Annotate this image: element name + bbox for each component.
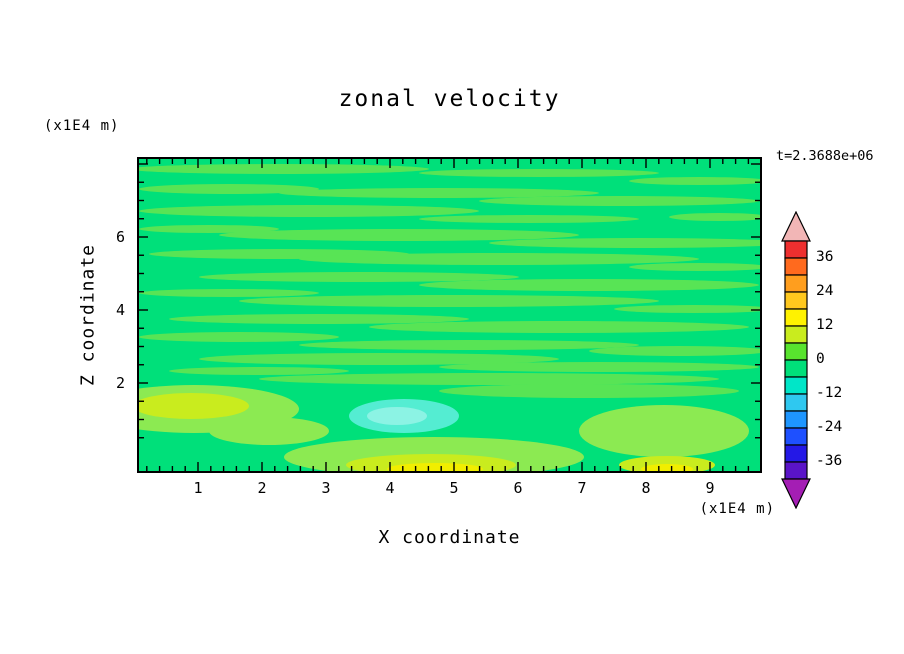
colorbar-label: 0 xyxy=(816,351,825,367)
x-axis-unit: (x1E4 m) xyxy=(699,501,775,517)
x-tick-label: 6 xyxy=(513,479,523,497)
y-axis-unit: (x1E4 m) xyxy=(44,118,120,134)
colorbar-label: 36 xyxy=(816,249,834,265)
y-tick-label: 6 xyxy=(115,228,125,246)
plot-ticks xyxy=(139,159,760,471)
x-tick-label: 8 xyxy=(641,479,651,497)
colorbar-label: 24 xyxy=(816,283,834,299)
x-tick-label: 1 xyxy=(193,479,203,497)
timestamp-label: t=2.3688e+06 xyxy=(776,148,874,164)
x-tick-label: 4 xyxy=(385,479,395,497)
contour-plot xyxy=(137,157,762,473)
colorbar-label: -36 xyxy=(816,453,843,469)
colorbar-label: 12 xyxy=(816,317,834,333)
x-tick-label: 2 xyxy=(257,479,267,497)
x-axis-title: X coordinate xyxy=(378,527,521,548)
contour-field xyxy=(139,159,760,471)
colorbar-label: -24 xyxy=(816,419,843,435)
y-tick-label: 2 xyxy=(115,374,125,392)
x-tick-label: 9 xyxy=(705,479,715,497)
field-blobs xyxy=(139,164,760,471)
y-tick-label: 4 xyxy=(115,301,125,319)
chart-title: zonal velocity xyxy=(338,86,561,112)
x-tick-label: 3 xyxy=(321,479,331,497)
colorbar-label: -12 xyxy=(816,385,843,401)
x-tick-label: 7 xyxy=(577,479,587,497)
colorbar xyxy=(781,211,811,509)
x-tick-label: 5 xyxy=(449,479,459,497)
